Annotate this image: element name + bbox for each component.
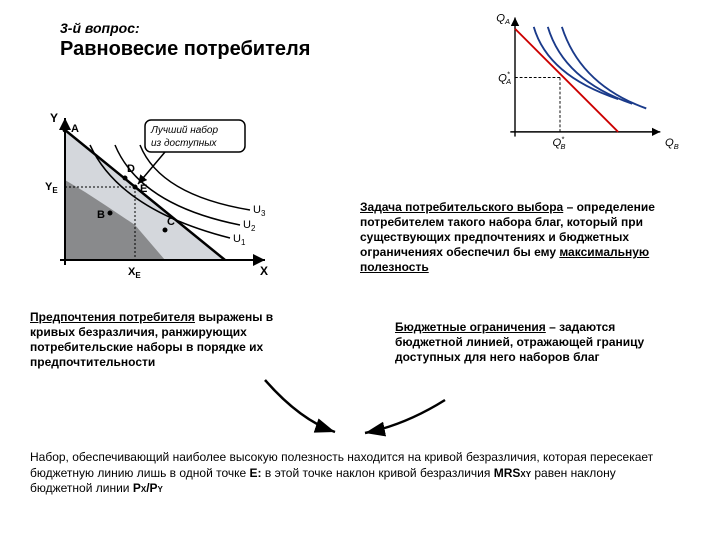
task-text: Задача потребительского выбора – определ…	[360, 200, 670, 275]
budget-text: Бюджетные ограничения – задаются бюджетн…	[395, 320, 675, 365]
svg-text:X: X	[260, 264, 268, 278]
u3-curve	[140, 145, 250, 210]
svg-text:Q*A: Q*A	[498, 70, 511, 87]
svg-text:YE: YE	[45, 181, 58, 195]
preferences-text: Предпочтения потребителя выражены в крив…	[30, 310, 310, 370]
svg-text:U2: U2	[243, 219, 256, 233]
svg-text:QB: QB	[665, 137, 679, 151]
svg-text:C: C	[167, 216, 175, 228]
svg-text:Лучший набор: Лучший набор	[150, 124, 218, 136]
svg-text:D: D	[127, 163, 135, 175]
svg-text:Y: Y	[50, 111, 58, 125]
svg-text:XE: XE	[128, 266, 141, 280]
equilibrium-chart: QA QB Q*A Q*B	[490, 10, 690, 160]
svg-text:U3: U3	[253, 204, 266, 218]
bottom-conclusion: Набор, обеспечивающий наиболее высокую п…	[30, 450, 670, 497]
budget-line	[515, 29, 618, 132]
svg-text:QA: QA	[496, 12, 510, 26]
svg-text:B: B	[97, 209, 105, 221]
indiff-curve-3	[562, 27, 646, 109]
svg-text:E: E	[140, 183, 147, 195]
svg-text:U1: U1	[233, 233, 246, 247]
svg-text:Q*B: Q*B	[553, 134, 566, 151]
svg-text:из доступных: из доступных	[151, 138, 218, 149]
consumer-choice-chart: Y X A D E B C YE XE U1 U2 U3 Лучший набо…	[30, 110, 290, 290]
svg-text:A: A	[71, 123, 79, 135]
